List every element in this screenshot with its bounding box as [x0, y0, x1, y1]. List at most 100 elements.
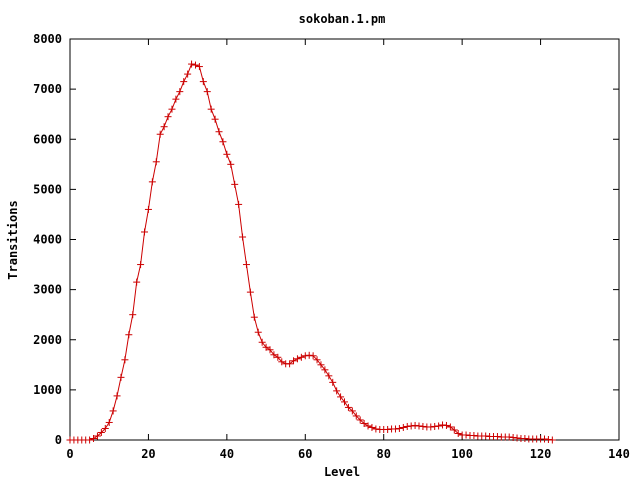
data-point [337, 393, 345, 401]
data-point [184, 70, 192, 78]
data-point [113, 392, 121, 400]
data-point [384, 425, 392, 433]
data-point [505, 433, 513, 441]
data-point [482, 432, 490, 440]
data-point [329, 378, 337, 386]
data-point [109, 407, 117, 415]
data-point [125, 331, 133, 339]
data-point [129, 311, 137, 319]
data-point [227, 160, 235, 168]
data-point [415, 422, 423, 430]
x-axis: 0 20 40 60 80 100 120 140 [66, 39, 630, 461]
data-point [454, 429, 462, 437]
data-point [399, 423, 407, 431]
data-point [395, 424, 403, 432]
data-point [254, 328, 262, 336]
y-tick-label: 1000 [33, 383, 62, 397]
data-point [266, 346, 274, 354]
data-point [231, 180, 239, 188]
x-tick-label: 140 [608, 447, 630, 461]
data-point [403, 422, 411, 430]
data-point [188, 60, 196, 68]
data-point [262, 343, 270, 351]
data-point [223, 150, 231, 158]
data-point [540, 435, 548, 443]
data-point [344, 403, 352, 411]
data-point [341, 398, 348, 406]
data-point [521, 434, 529, 442]
data-point [144, 205, 152, 213]
data-point [297, 353, 305, 361]
data-point [164, 113, 172, 121]
x-tick-label: 40 [220, 447, 234, 461]
data-point [450, 426, 458, 434]
data-point [270, 351, 278, 359]
data-point [321, 366, 329, 374]
data-point [360, 419, 368, 427]
data-point [391, 425, 399, 433]
data-point [348, 407, 356, 415]
data-point [278, 358, 286, 366]
y-tick-label: 2000 [33, 333, 62, 347]
y-tick-label: 4000 [33, 233, 62, 247]
data-point [152, 158, 160, 166]
x-tick-label: 80 [376, 447, 390, 461]
data-point [439, 421, 447, 429]
data-point [211, 115, 219, 123]
data-point [548, 436, 556, 444]
data-point [313, 356, 321, 364]
data-point [117, 373, 125, 381]
plot-border [69, 38, 620, 441]
data-point [97, 428, 105, 436]
data-point [493, 432, 501, 440]
data-point [427, 423, 435, 431]
y-tick-label: 8000 [33, 32, 62, 46]
data-point [250, 313, 258, 321]
x-tick-label: 0 [66, 447, 73, 461]
data-point [317, 361, 325, 369]
y-tick-label: 7000 [33, 82, 62, 96]
data-point [176, 88, 184, 96]
data-point [156, 130, 164, 138]
data-point [203, 88, 211, 96]
data-point [325, 372, 333, 380]
data-point [160, 123, 168, 131]
data-point [90, 434, 98, 442]
data-point [470, 431, 478, 439]
data-point [101, 424, 109, 432]
data-point [242, 261, 250, 269]
data-point [239, 233, 247, 241]
data-point [286, 360, 294, 368]
data-point [356, 416, 364, 424]
data-point [180, 78, 188, 86]
data-point [219, 138, 227, 146]
series-transitions [66, 60, 556, 444]
data-point [368, 423, 376, 431]
data-point [309, 352, 317, 360]
data-point [446, 423, 454, 431]
data-point [133, 278, 141, 286]
data-point [419, 422, 427, 430]
y-tick-label: 3000 [33, 283, 62, 297]
data-point [137, 261, 145, 269]
data-point [141, 228, 149, 236]
data-point [93, 432, 101, 440]
data-point [121, 356, 129, 364]
data-point [172, 95, 180, 103]
data-point [333, 387, 341, 395]
y-tick-label: 0 [55, 433, 62, 447]
data-point [215, 128, 223, 136]
data-point [168, 105, 176, 113]
x-axis-title: Level [324, 465, 360, 479]
y-axis: 0 1000 2000 3000 4000 5000 6000 7000 8000 [33, 32, 619, 447]
data-point [290, 357, 298, 365]
data-point [195, 63, 203, 71]
data-point [513, 434, 521, 442]
data-point [301, 352, 309, 360]
y-tick-label: 5000 [33, 182, 62, 196]
x-tick-label: 120 [530, 447, 552, 461]
data-point [105, 418, 113, 426]
x-tick-label: 100 [451, 447, 473, 461]
